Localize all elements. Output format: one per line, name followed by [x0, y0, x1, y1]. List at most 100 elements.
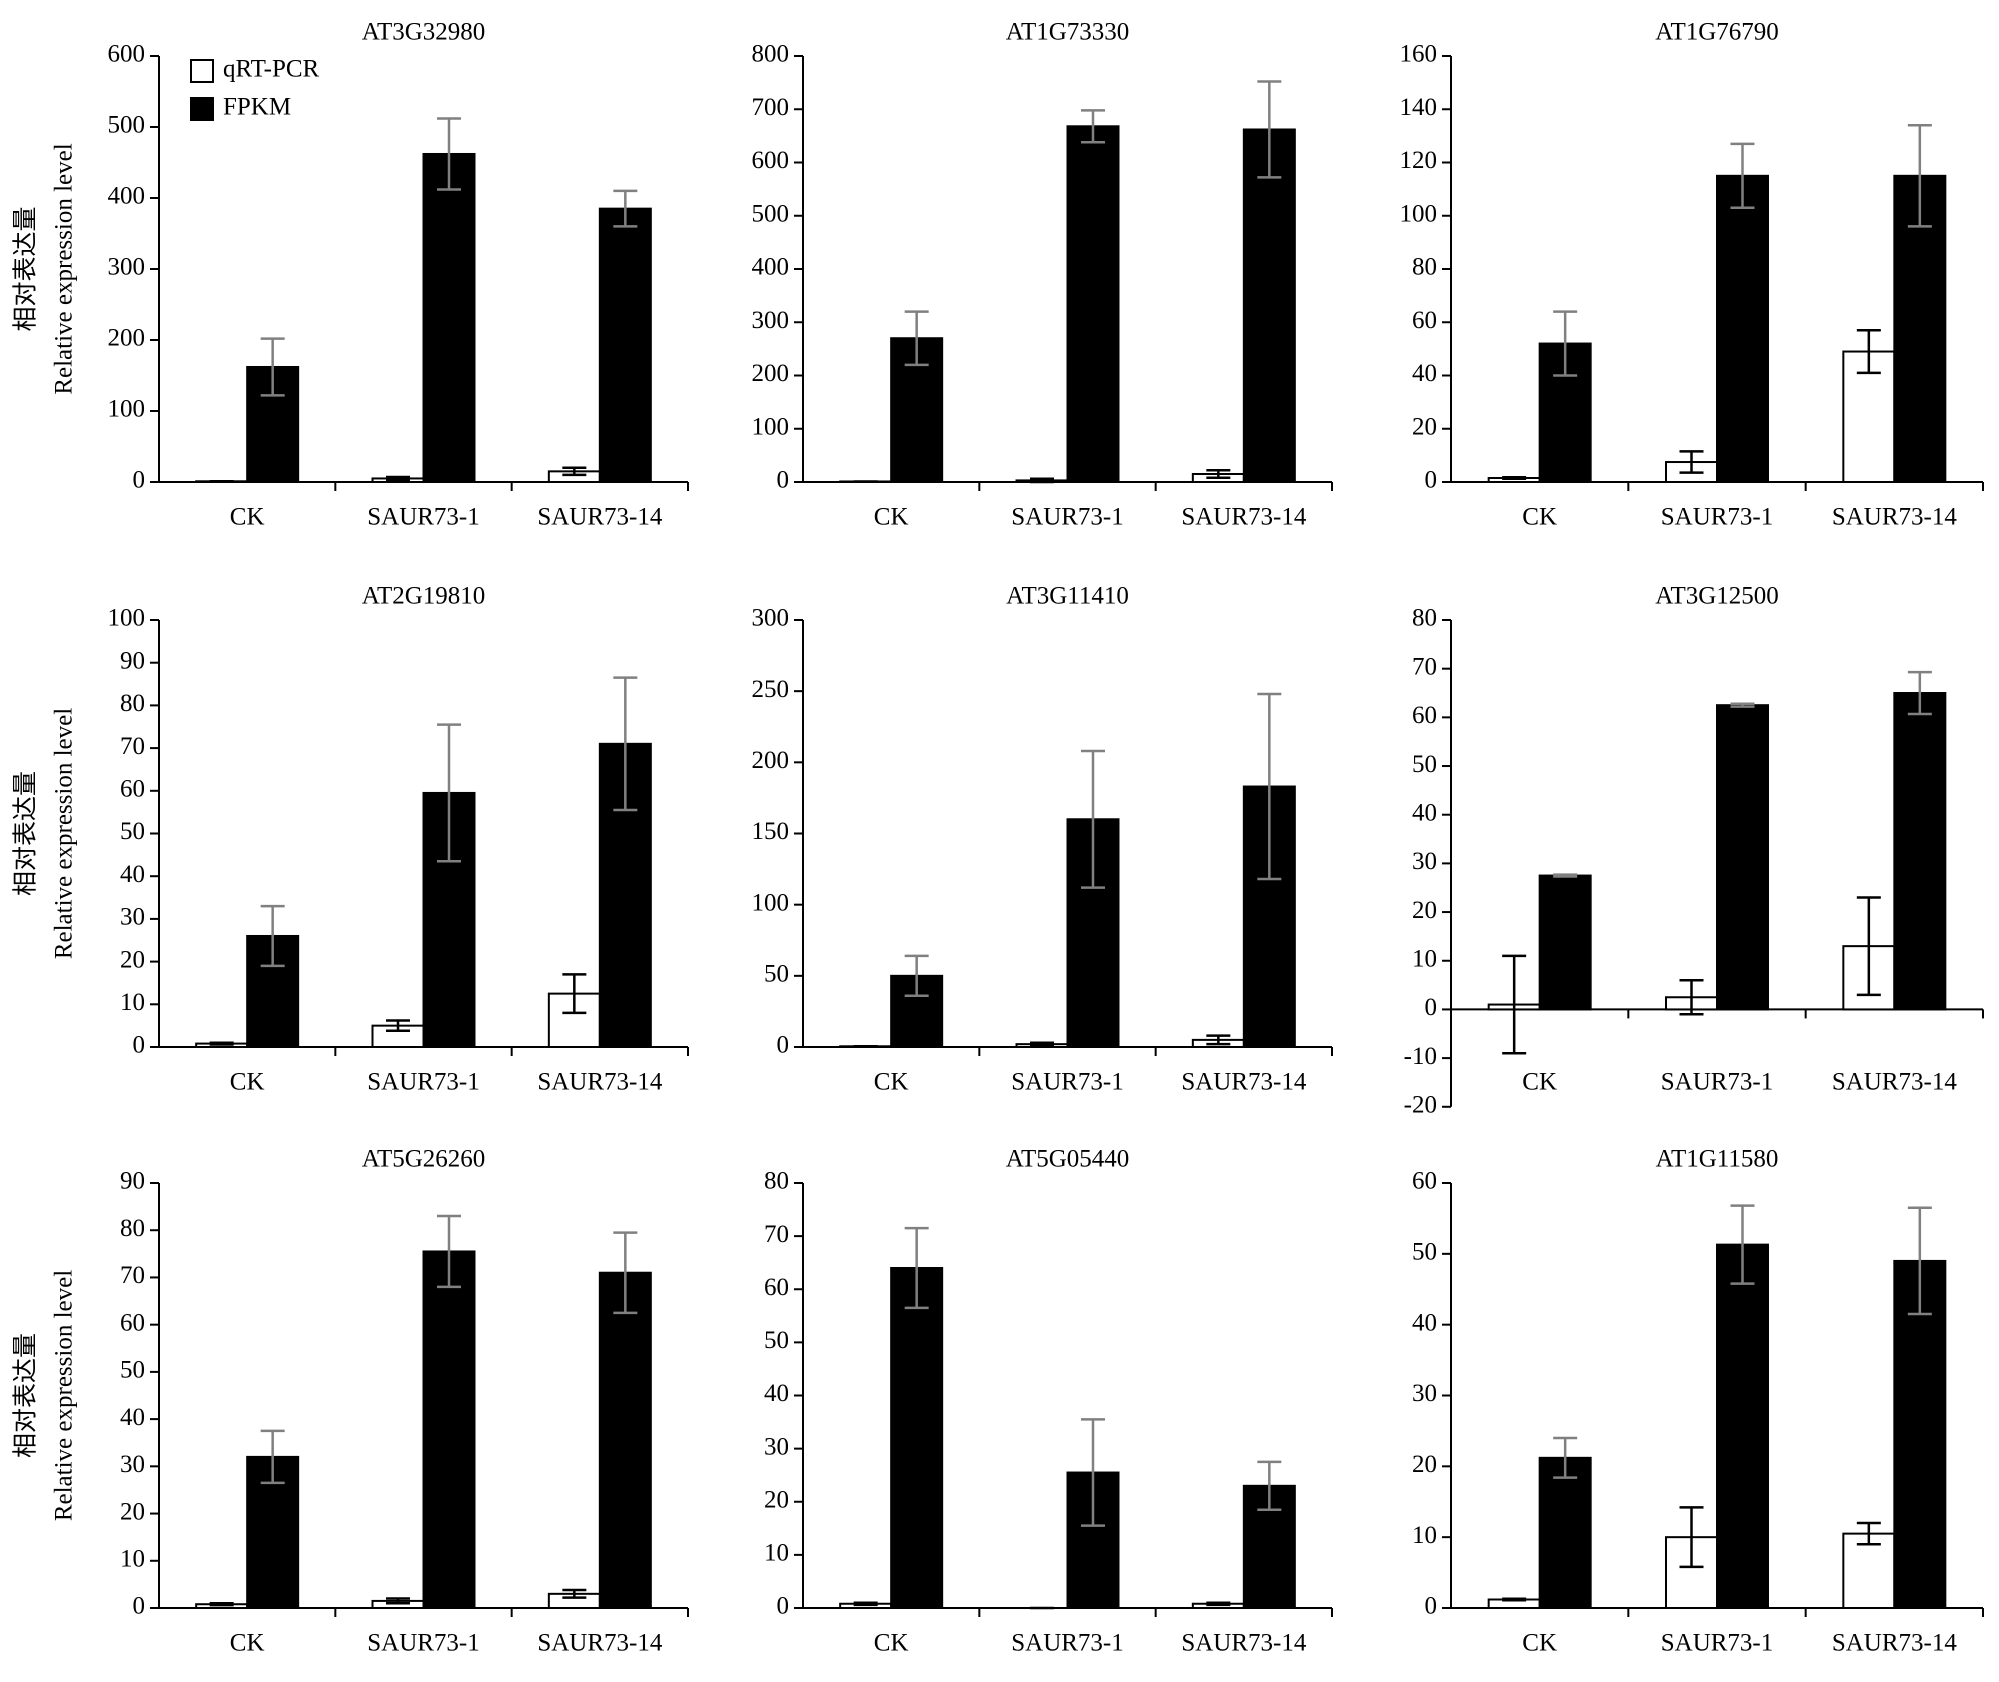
error-bar	[1907, 670, 1932, 716]
y-tick-label: 250	[752, 676, 790, 703]
error-bar	[1081, 749, 1105, 889]
error-bar	[437, 117, 461, 191]
y-tick-label: 90	[120, 1168, 145, 1195]
error-bar	[1679, 450, 1704, 474]
y-tick-label: 50	[764, 1327, 789, 1354]
y-tick-label: 20	[120, 1498, 145, 1525]
y-tick-label: 80	[120, 1215, 145, 1242]
y-tick-label: 0	[777, 1032, 790, 1059]
bar	[1893, 692, 1947, 1011]
y-tick-label: 100	[1400, 200, 1438, 227]
chart-title: AT2G19810	[362, 583, 486, 610]
error-bar	[209, 1041, 234, 1046]
error-bar	[1553, 310, 1578, 377]
y-tick-label: 60	[1412, 702, 1437, 729]
y-tick-label: 400	[752, 254, 790, 281]
y-tick-label: 80	[120, 690, 145, 717]
x-tick-label: CK	[1522, 1630, 1557, 1657]
y-tick-label: 10	[1412, 945, 1437, 972]
error-bar	[1206, 1034, 1231, 1046]
error-bar	[562, 466, 587, 477]
y-tick-label: 80	[1412, 605, 1437, 632]
y-tick-label: 30	[120, 1451, 145, 1478]
y-tick-label: 500	[108, 112, 146, 139]
x-tick-label: CK	[1522, 504, 1557, 531]
x-tick-label: SAUR73-1	[1661, 1630, 1774, 1657]
bar	[1716, 174, 1769, 483]
chart-title: AT1G76790	[1655, 19, 1779, 46]
error-bar	[1206, 469, 1231, 479]
y-tick-label: 10	[120, 989, 145, 1016]
error-bar	[1502, 954, 1527, 1055]
bar	[1538, 874, 1592, 1011]
error-bar	[1907, 1206, 1932, 1316]
x-tick-label: CK	[230, 504, 265, 531]
error-bar	[1257, 1460, 1282, 1511]
y-tick-label: -20	[1404, 1092, 1437, 1119]
y-tick-label: 500	[752, 200, 790, 227]
y-tick-label: 30	[764, 1433, 789, 1460]
y-tick-label: 700	[752, 94, 790, 121]
error-bar	[260, 337, 285, 397]
error-bar	[1907, 123, 1932, 228]
error-bar	[613, 676, 638, 812]
y-tick-label: 60	[1412, 1168, 1437, 1195]
y-tick-label: 50	[1412, 751, 1437, 778]
y-tick-label: 0	[1425, 994, 1438, 1021]
y-tick-label: 30	[120, 904, 145, 931]
bar	[1066, 125, 1120, 483]
y-tick-label: 50	[764, 961, 789, 988]
y-tick-label: 20	[764, 1486, 789, 1513]
error-bar	[1206, 1601, 1231, 1607]
bar	[422, 152, 476, 483]
chart-title: AT1G73330	[1006, 19, 1130, 46]
error-bar	[386, 1019, 410, 1033]
y-tick-label: 40	[120, 1404, 145, 1431]
error-bar	[1679, 1506, 1704, 1569]
y-axis-label: Relative expression level	[51, 1270, 78, 1521]
bar	[1842, 1532, 1896, 1609]
error-bar	[1081, 1418, 1105, 1527]
y-tick-label: 40	[764, 1380, 789, 1407]
y-tick-label: 40	[1412, 1309, 1437, 1336]
y-tick-label: -10	[1404, 1043, 1437, 1070]
error-bar	[904, 954, 929, 998]
y-tick-label: 120	[1400, 147, 1438, 174]
x-tick-label: CK	[230, 1069, 265, 1096]
y-tick-label: 100	[752, 889, 790, 916]
y-tick-label: 600	[752, 147, 790, 174]
y-tick-label: 800	[752, 41, 790, 68]
y-tick-label: 20	[1412, 1451, 1437, 1478]
y-tick-label: 160	[1400, 41, 1438, 68]
y-tick-label: 400	[108, 183, 146, 210]
x-tick-label: SAUR73-1	[367, 1069, 480, 1096]
y-tick-label: 20	[120, 946, 145, 973]
bar	[246, 365, 300, 484]
error-bar	[904, 1226, 929, 1310]
chart-title: AT3G32980	[362, 19, 486, 46]
error-bar	[562, 973, 587, 1015]
y-axis-label: 相对表达量	[12, 771, 40, 896]
legend-label: qRT-PCR	[223, 56, 320, 83]
x-tick-label: SAUR73-14	[1832, 1069, 1958, 1096]
x-tick-label: SAUR73-1	[1011, 504, 1124, 531]
error-bar	[1502, 475, 1527, 481]
error-bar	[1030, 1041, 1054, 1047]
x-tick-label: CK	[874, 1069, 909, 1096]
y-tick-label: 60	[1412, 307, 1437, 334]
y-tick-label: 20	[1412, 897, 1437, 924]
bar	[1242, 128, 1296, 484]
y-tick-label: 40	[1412, 799, 1437, 826]
y-tick-label: 90	[120, 647, 145, 674]
x-tick-label: CK	[874, 1630, 909, 1657]
error-bar	[1730, 1204, 1755, 1285]
y-tick-label: 10	[764, 1540, 789, 1567]
error-bar	[1257, 692, 1282, 881]
error-bar	[1257, 80, 1282, 179]
y-tick-label: 50	[120, 1357, 145, 1384]
bar	[1538, 1456, 1592, 1610]
x-tick-label: SAUR73-1	[1661, 1069, 1774, 1096]
legend-label: FPKM	[223, 94, 291, 121]
y-tick-label: 0	[1425, 467, 1438, 494]
error-bar	[1553, 1436, 1578, 1479]
